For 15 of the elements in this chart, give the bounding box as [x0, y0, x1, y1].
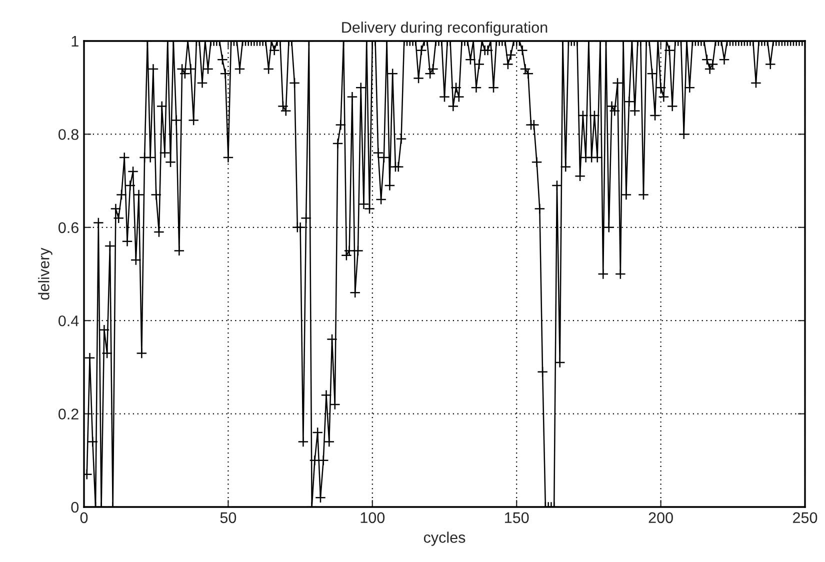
x-tick-label: 200 — [648, 512, 673, 524]
y-tick-label: 0.8 — [58, 129, 78, 140]
x-tick-label: 100 — [360, 512, 385, 524]
chart-title: Delivery during reconfiguration — [342, 22, 548, 36]
y-tick-label: 0.2 — [58, 408, 78, 420]
y-axis-title: delivery — [38, 248, 52, 300]
y-tick-label: 1 — [72, 36, 78, 47]
y-tick-label: 0 — [71, 502, 79, 513]
x-tick-label: 0 — [80, 512, 88, 524]
x-axis-title: cycles — [424, 532, 466, 546]
x-tick-label: 150 — [505, 512, 529, 524]
x-tick-label: 50 — [220, 512, 236, 524]
y-tick-label: 0.6 — [58, 222, 78, 234]
x-tick-label: 250 — [793, 512, 818, 524]
y-tick-label: 0.4 — [58, 315, 79, 326]
